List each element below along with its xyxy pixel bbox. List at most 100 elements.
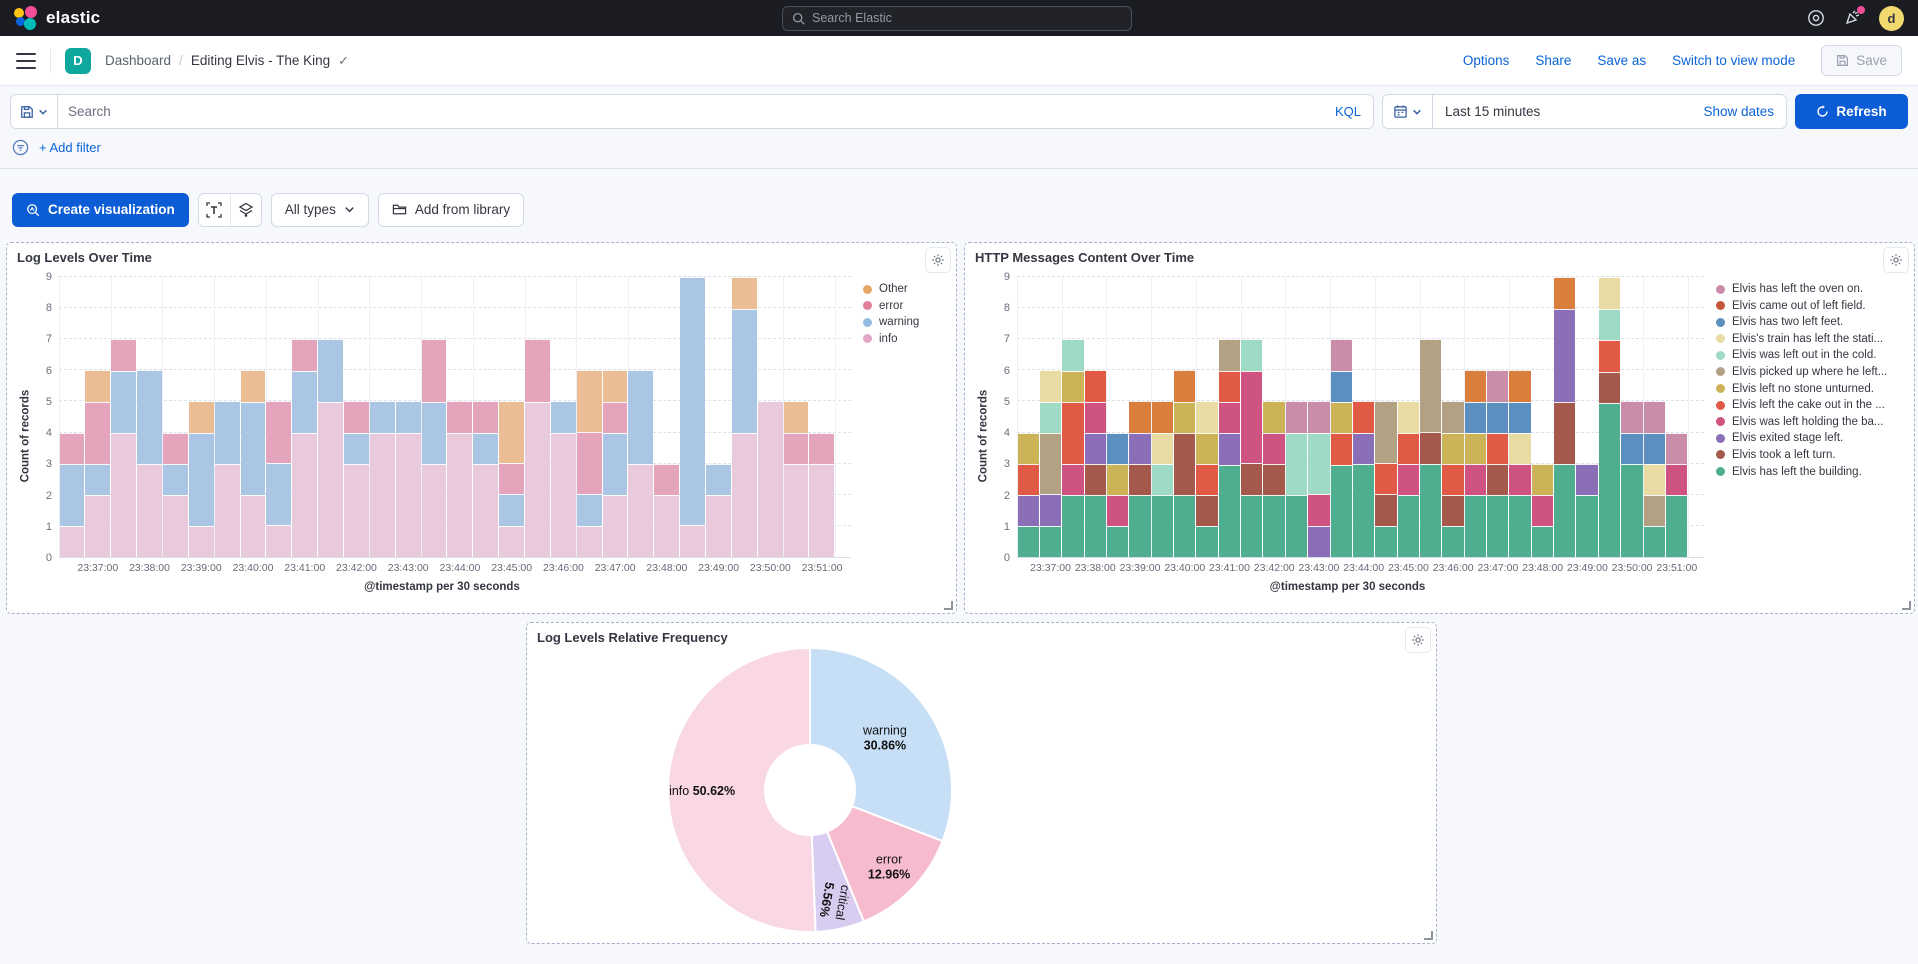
legend-item[interactable]: Elvis picked up where he left... xyxy=(1716,366,1904,378)
pie-slice-error[interactable] xyxy=(825,804,944,923)
panel-resize-handle[interactable] xyxy=(1902,601,1911,610)
stacked-bar[interactable] xyxy=(576,370,602,557)
stacked-bar[interactable] xyxy=(499,401,524,558)
stacked-bar[interactable] xyxy=(421,339,447,557)
legend-item[interactable]: Elvis's train has left the stati... xyxy=(1716,333,1904,345)
stacked-bar[interactable] xyxy=(1598,277,1621,558)
legend-item[interactable]: Other xyxy=(863,283,946,295)
all-types-dropdown[interactable]: All types xyxy=(270,192,369,227)
stacked-bar[interactable] xyxy=(1017,432,1039,557)
stacked-bar[interactable] xyxy=(1062,339,1084,557)
stacked-bar[interactable] xyxy=(473,401,499,558)
legend-item[interactable]: Elvis exited stage left. xyxy=(1716,432,1904,444)
legend-item[interactable]: Elvis took a left turn. xyxy=(1716,449,1904,461)
stacked-bar[interactable] xyxy=(1643,401,1665,557)
stacked-bar[interactable] xyxy=(1129,401,1151,558)
legend-item[interactable]: warning xyxy=(863,316,946,328)
stacked-bar[interactable] xyxy=(1487,370,1509,558)
stacked-bar[interactable] xyxy=(1509,370,1531,558)
panel-resize-handle[interactable] xyxy=(944,601,953,610)
stacked-bar[interactable] xyxy=(1241,339,1263,557)
time-range-value[interactable]: Last 15 minutes xyxy=(1445,104,1541,119)
stacked-bar[interactable] xyxy=(524,339,550,557)
create-visualization-button[interactable]: Create visualization xyxy=(12,192,189,227)
legend-item[interactable]: Elvis left the cake out in the ... xyxy=(1716,399,1904,411)
rename-check-icon[interactable]: ✓ xyxy=(338,52,350,68)
legend-item[interactable]: Elvis left no stone unturned. xyxy=(1716,383,1904,395)
stacked-bar[interactable] xyxy=(1442,401,1464,557)
stacked-bar[interactable] xyxy=(240,370,266,557)
legend-item[interactable]: Elvis was left holding the ba... xyxy=(1716,416,1904,428)
add-filter-button[interactable]: + Add filter xyxy=(39,140,101,155)
stacked-bar[interactable] xyxy=(137,370,162,557)
add-text-button[interactable] xyxy=(199,194,230,226)
stacked-bar[interactable] xyxy=(292,339,318,557)
stacked-bar[interactable] xyxy=(111,339,137,557)
kql-language-button[interactable]: KQL xyxy=(1334,104,1361,119)
legend-item[interactable]: Elvis has left the oven on. xyxy=(1716,283,1904,295)
stacked-bar[interactable] xyxy=(1174,370,1196,557)
menu-icon[interactable] xyxy=(16,52,36,69)
panel-resize-handle[interactable] xyxy=(1424,931,1433,940)
legend-item[interactable]: info xyxy=(863,333,946,345)
stacked-bar[interactable] xyxy=(369,401,395,557)
panel-settings-gear-icon[interactable] xyxy=(1883,247,1909,273)
stacked-bar[interactable] xyxy=(705,463,731,557)
stacked-bar[interactable] xyxy=(602,370,628,557)
stacked-bar[interactable] xyxy=(680,277,705,557)
stacked-bar[interactable] xyxy=(654,463,680,557)
legend-item[interactable]: Elvis has left the building. xyxy=(1716,466,1904,478)
stacked-bar[interactable] xyxy=(731,277,757,557)
stacked-bar[interactable] xyxy=(1397,401,1419,558)
avatar[interactable]: d xyxy=(1879,5,1904,31)
legend-item[interactable]: Elvis has two left feet. xyxy=(1716,316,1904,328)
stacked-bar[interactable] xyxy=(1554,277,1576,557)
stacked-bar[interactable] xyxy=(343,401,369,558)
stacked-bar[interactable] xyxy=(1375,401,1397,558)
help-icon[interactable] xyxy=(1807,9,1825,27)
panel-settings-gear-icon[interactable] xyxy=(925,247,951,273)
pie-slice-info[interactable] xyxy=(667,646,817,933)
global-search-input[interactable]: Search Elastic xyxy=(782,5,1132,31)
stacked-bar[interactable] xyxy=(783,401,809,558)
stacked-bar[interactable] xyxy=(757,401,783,557)
stacked-bar[interactable] xyxy=(59,432,85,557)
stacked-bar[interactable] xyxy=(162,432,188,557)
stacked-bar[interactable] xyxy=(1576,463,1598,557)
stacked-bar[interactable] xyxy=(447,401,473,557)
stacked-bar[interactable] xyxy=(1218,339,1241,557)
options-button[interactable]: Options xyxy=(1462,53,1510,68)
stacked-bar[interactable] xyxy=(318,339,343,557)
save-as-button[interactable]: Save as xyxy=(1597,53,1647,68)
news-popper-icon[interactable] xyxy=(1843,6,1865,27)
stacked-bar[interactable] xyxy=(1039,370,1062,558)
saved-query-menu-button[interactable] xyxy=(11,95,58,128)
stacked-bar[interactable] xyxy=(188,401,214,558)
stacked-bar[interactable] xyxy=(809,432,835,557)
stacked-bar[interactable] xyxy=(550,401,576,557)
stacked-bar[interactable] xyxy=(628,370,654,557)
stacked-bar[interactable] xyxy=(1151,401,1174,558)
stacked-bar[interactable] xyxy=(1330,339,1352,557)
stacked-bar[interactable] xyxy=(1308,401,1330,558)
legend-item[interactable]: error xyxy=(863,300,946,312)
stacked-bar[interactable] xyxy=(1263,401,1285,558)
stacked-bar[interactable] xyxy=(1106,432,1129,557)
refresh-button[interactable]: Refresh xyxy=(1795,94,1908,129)
stacked-bar[interactable] xyxy=(85,370,111,557)
stacked-bar[interactable] xyxy=(1084,370,1106,558)
stacked-bar[interactable] xyxy=(266,401,292,557)
stacked-bar[interactable] xyxy=(1531,463,1554,557)
date-picker-menu-button[interactable] xyxy=(1383,95,1433,128)
stacked-bar[interactable] xyxy=(1464,370,1487,558)
breadcrumb-dashboard[interactable]: Dashboard xyxy=(105,53,172,68)
stacked-bar[interactable] xyxy=(1285,401,1308,557)
stacked-bar[interactable] xyxy=(1196,401,1218,557)
legend-item[interactable]: Elvis came out of left field. xyxy=(1716,300,1904,312)
add-from-library-button[interactable]: Add from library xyxy=(377,192,525,227)
stacked-bar[interactable] xyxy=(1621,401,1643,558)
add-map-button[interactable] xyxy=(229,193,261,226)
kql-search-input[interactable] xyxy=(58,95,1323,128)
share-button[interactable]: Share xyxy=(1535,53,1572,68)
save-button[interactable]: Save xyxy=(1821,45,1902,76)
